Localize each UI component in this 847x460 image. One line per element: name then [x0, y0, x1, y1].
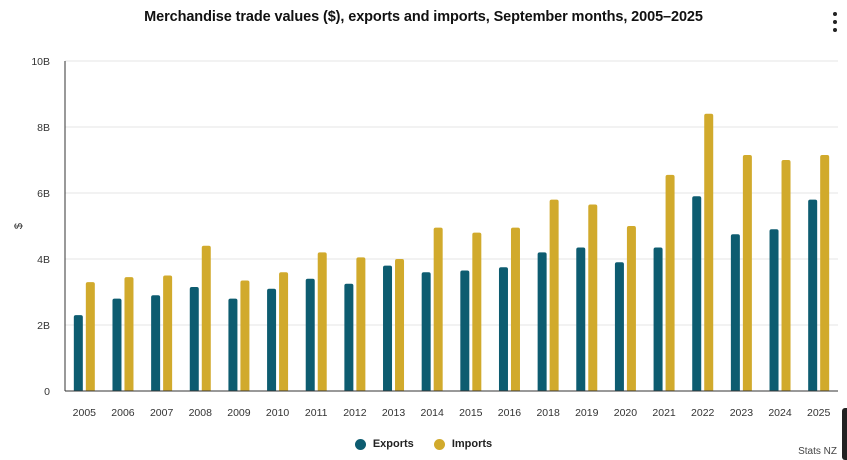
- source-credit: Stats NZ: [798, 446, 837, 457]
- bar-exports-2014[interactable]: [421, 272, 431, 391]
- y-tick-label: 0: [44, 386, 50, 398]
- x-tick-label: 2021: [652, 407, 676, 419]
- x-tick-label: 2015: [459, 407, 483, 419]
- scroll-handle[interactable]: [842, 408, 847, 460]
- bar-exports-2007[interactable]: [151, 295, 161, 391]
- x-axis-ticks: 2005 2006 2007 2008 2009 2010 2011 2012 2013 2014…: [73, 407, 831, 419]
- bar-imports-2007[interactable]: [163, 275, 173, 392]
- legend: Exports Imports: [0, 438, 847, 450]
- x-tick-label: 2006: [111, 407, 135, 419]
- bar-exports-2023[interactable]: [730, 234, 740, 391]
- chart-title: Merchandise trade values ($), exports an…: [144, 9, 703, 25]
- bar-exports-2025[interactable]: [808, 199, 818, 391]
- x-tick-label: 2012: [343, 407, 367, 419]
- x-tick-label: 2013: [382, 407, 406, 419]
- x-tick-label: 2008: [189, 407, 213, 419]
- bar-exports-2021[interactable]: [653, 247, 663, 391]
- legend-item-exports[interactable]: Exports: [354, 438, 414, 450]
- legend-label-imports: Imports: [451, 438, 493, 450]
- bar-imports-2006[interactable]: [124, 277, 134, 391]
- bar-exports-2016[interactable]: [498, 267, 508, 391]
- legend-item-imports[interactable]: Imports: [433, 438, 493, 450]
- bar-exports-2005[interactable]: [73, 315, 83, 391]
- x-tick-label: 2018: [536, 407, 560, 419]
- bar-imports-2010[interactable]: [279, 272, 289, 391]
- y-axis-label: $: [13, 223, 25, 229]
- bar-imports-2024[interactable]: [781, 160, 791, 391]
- bar-exports-2018[interactable]: [537, 252, 547, 391]
- bar-imports-2013[interactable]: [395, 259, 405, 391]
- x-tick-label: 2023: [730, 407, 754, 419]
- bar-exports-2010[interactable]: [267, 288, 277, 391]
- bar-exports-2012[interactable]: [344, 283, 354, 391]
- exports-swatch: [354, 438, 366, 450]
- bar-imports-2009[interactable]: [240, 280, 250, 391]
- bar-imports-2020[interactable]: [626, 226, 636, 391]
- bars: [73, 113, 830, 392]
- imports-swatch: [433, 438, 445, 450]
- bar-imports-2015[interactable]: [472, 232, 482, 391]
- bar-imports-2008[interactable]: [201, 245, 211, 391]
- x-tick-label: 2022: [691, 407, 715, 419]
- x-tick-label: 2009: [227, 407, 251, 419]
- bar-imports-2021[interactable]: [665, 174, 675, 391]
- y-tick-label: 10B: [31, 56, 50, 68]
- x-tick-label: 2020: [614, 407, 638, 419]
- bar-exports-2009[interactable]: [228, 298, 238, 391]
- bar-imports-2016[interactable]: [510, 227, 520, 391]
- more-vertical-icon: [833, 12, 837, 16]
- x-tick-label: 2016: [498, 407, 522, 419]
- y-tick-label: 6B: [37, 188, 50, 200]
- bar-imports-2018[interactable]: [549, 199, 559, 391]
- bar-exports-2020[interactable]: [614, 262, 624, 391]
- bar-exports-2022[interactable]: [692, 196, 702, 391]
- gridlines: [65, 60, 838, 326]
- bar-imports-2023[interactable]: [742, 155, 752, 391]
- x-tick-label: 2007: [150, 407, 174, 419]
- bar-imports-2022[interactable]: [704, 113, 714, 392]
- x-tick-label: 2010: [266, 407, 290, 419]
- bar-exports-2024[interactable]: [769, 229, 779, 391]
- bar-imports-2012[interactable]: [356, 257, 366, 391]
- y-tick-label: 2B: [37, 320, 50, 332]
- bar-imports-2005[interactable]: [85, 282, 95, 391]
- bar-imports-2014[interactable]: [433, 227, 443, 391]
- bar-imports-2011[interactable]: [317, 252, 327, 391]
- bar-exports-2013[interactable]: [383, 265, 393, 391]
- y-tick-label: 8B: [37, 122, 50, 134]
- x-tick-label: 2005: [73, 407, 97, 419]
- bar-exports-2011[interactable]: [305, 278, 315, 391]
- bar-exports-2008[interactable]: [189, 287, 199, 391]
- chart-menu-button[interactable]: [826, 12, 844, 32]
- x-tick-label: 2014: [420, 407, 444, 419]
- bar-exports-2019[interactable]: [576, 247, 586, 391]
- x-tick-label: 2025: [807, 407, 831, 419]
- y-axis-ticks: 0 2B 4B 6B 8B 10B: [31, 56, 50, 398]
- bar-imports-2019[interactable]: [588, 204, 598, 391]
- bar-imports-2025[interactable]: [820, 155, 830, 391]
- y-tick-label: 4B: [37, 254, 50, 266]
- bar-exports-2015[interactable]: [460, 270, 470, 391]
- x-tick-label: 2019: [575, 407, 599, 419]
- x-tick-label: 2024: [768, 407, 792, 419]
- x-tick-label: 2011: [305, 407, 328, 419]
- bar-exports-2006[interactable]: [112, 298, 122, 391]
- legend-label-exports: Exports: [372, 438, 414, 450]
